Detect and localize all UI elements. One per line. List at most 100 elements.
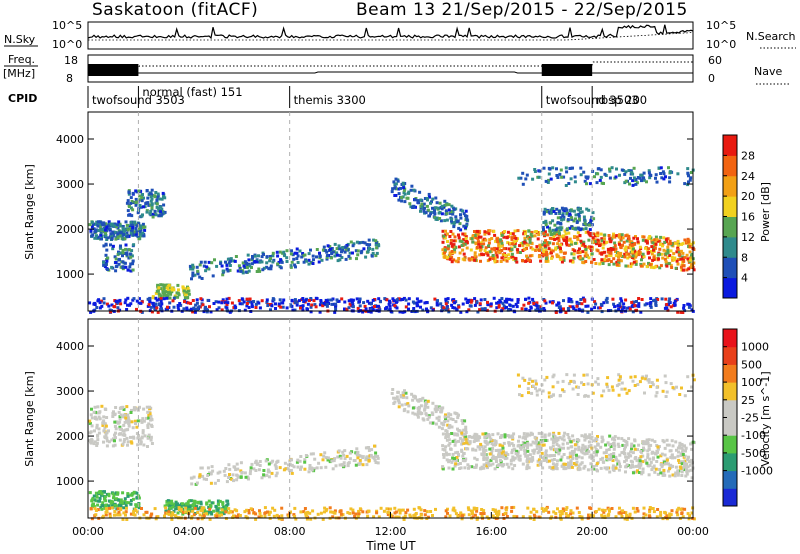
power-cell [565, 241, 568, 245]
velocity-cell [614, 455, 618, 459]
power-cell [465, 222, 469, 226]
power-cell [637, 297, 641, 300]
power-cell [358, 304, 362, 308]
velocity-cell [167, 512, 171, 516]
power-cell [114, 237, 118, 241]
power-cell [618, 233, 622, 237]
velocity-cell [143, 434, 147, 438]
velocity-cell [464, 441, 468, 445]
velocity-cell [224, 467, 228, 470]
velocity-cell [482, 456, 486, 460]
power-cell [668, 254, 672, 257]
power-cell [306, 308, 309, 312]
power-cell [186, 286, 190, 290]
power-cell [343, 307, 346, 311]
power-cell [663, 257, 667, 261]
velocity-cell [689, 458, 693, 462]
power-cell [467, 257, 471, 261]
velocity-cell [670, 465, 674, 468]
velocity-cell [279, 517, 283, 521]
power-cell [583, 299, 587, 303]
power-cell [464, 214, 467, 218]
velocity-cell [177, 504, 181, 508]
velocity-cell [418, 398, 422, 402]
power-cell [457, 245, 461, 249]
power-cell [641, 252, 645, 256]
power-cell [363, 304, 367, 308]
velocity-cell [665, 443, 669, 447]
velocity-cell [464, 435, 468, 439]
power-cell [104, 234, 108, 237]
velocity-cell [140, 420, 144, 424]
power-cell [542, 212, 546, 216]
power-cell [617, 251, 620, 255]
velocity-cell [257, 515, 261, 519]
power-cell [619, 237, 623, 241]
power-cell [444, 209, 448, 213]
velocity-cell [559, 513, 563, 517]
velocity-cell [638, 459, 642, 463]
power-cell [648, 302, 652, 305]
velocity-cell [254, 469, 258, 472]
velocity-cell [560, 455, 564, 459]
power-cell [457, 226, 461, 230]
velocity-cell [566, 441, 569, 445]
velocity-cell [324, 465, 328, 469]
velocity-cell [147, 433, 151, 437]
power-cell [290, 249, 293, 253]
velocity-cell [125, 506, 128, 510]
velocity-cell [288, 469, 292, 473]
velocity-cell [539, 454, 543, 458]
velocity-cell [583, 447, 587, 451]
power-cell [209, 310, 213, 314]
velocity-cell [514, 452, 518, 455]
velocity-cell [129, 499, 133, 502]
power-cell [619, 297, 623, 301]
velocity-cell [587, 513, 591, 517]
velocity-cell [336, 455, 340, 459]
power-cell [673, 241, 677, 245]
velocity-cell [126, 416, 130, 420]
power-cell [351, 302, 355, 306]
power-cell [140, 310, 144, 314]
velocity-cell [290, 458, 293, 462]
velocity-cell [625, 463, 629, 467]
velocity-cell [688, 514, 692, 518]
velocity-cell [223, 473, 227, 477]
velocity-cell [578, 514, 582, 518]
velocity-cell [412, 394, 415, 398]
power-cell [419, 198, 423, 202]
velocity-cell [165, 503, 169, 507]
velocity-cell [303, 458, 307, 462]
noise-search-line [88, 32, 694, 41]
velocity-cell [478, 447, 482, 451]
velocity-cell [142, 419, 146, 423]
power-cell [656, 253, 660, 257]
velocity-cell [218, 499, 222, 503]
velocity-cell [560, 464, 564, 468]
noise-right-tick-top: 10^5 [706, 19, 736, 32]
velocity-cell [528, 515, 532, 519]
power-cell [562, 299, 565, 303]
velocity-cell [374, 461, 378, 464]
velocity-cell [429, 510, 433, 513]
power-cell [107, 220, 111, 224]
velocity-cell [195, 481, 199, 485]
power-cell [607, 263, 611, 267]
power-cell [614, 175, 618, 179]
power-cell [457, 257, 461, 260]
velocity-cell [170, 499, 174, 503]
power-cell [301, 252, 305, 255]
velocity-cell [669, 513, 673, 517]
power-cell [648, 235, 652, 238]
velocity-cell [431, 413, 435, 416]
power-cell [543, 230, 547, 234]
velocity-cell [101, 424, 105, 427]
power-cell [668, 239, 672, 243]
velocity-cell [464, 431, 468, 434]
power-cell [126, 235, 130, 239]
power-cell [672, 258, 676, 262]
power-cell [562, 238, 566, 242]
velocity-cell [224, 510, 228, 514]
power-cell [445, 218, 449, 222]
